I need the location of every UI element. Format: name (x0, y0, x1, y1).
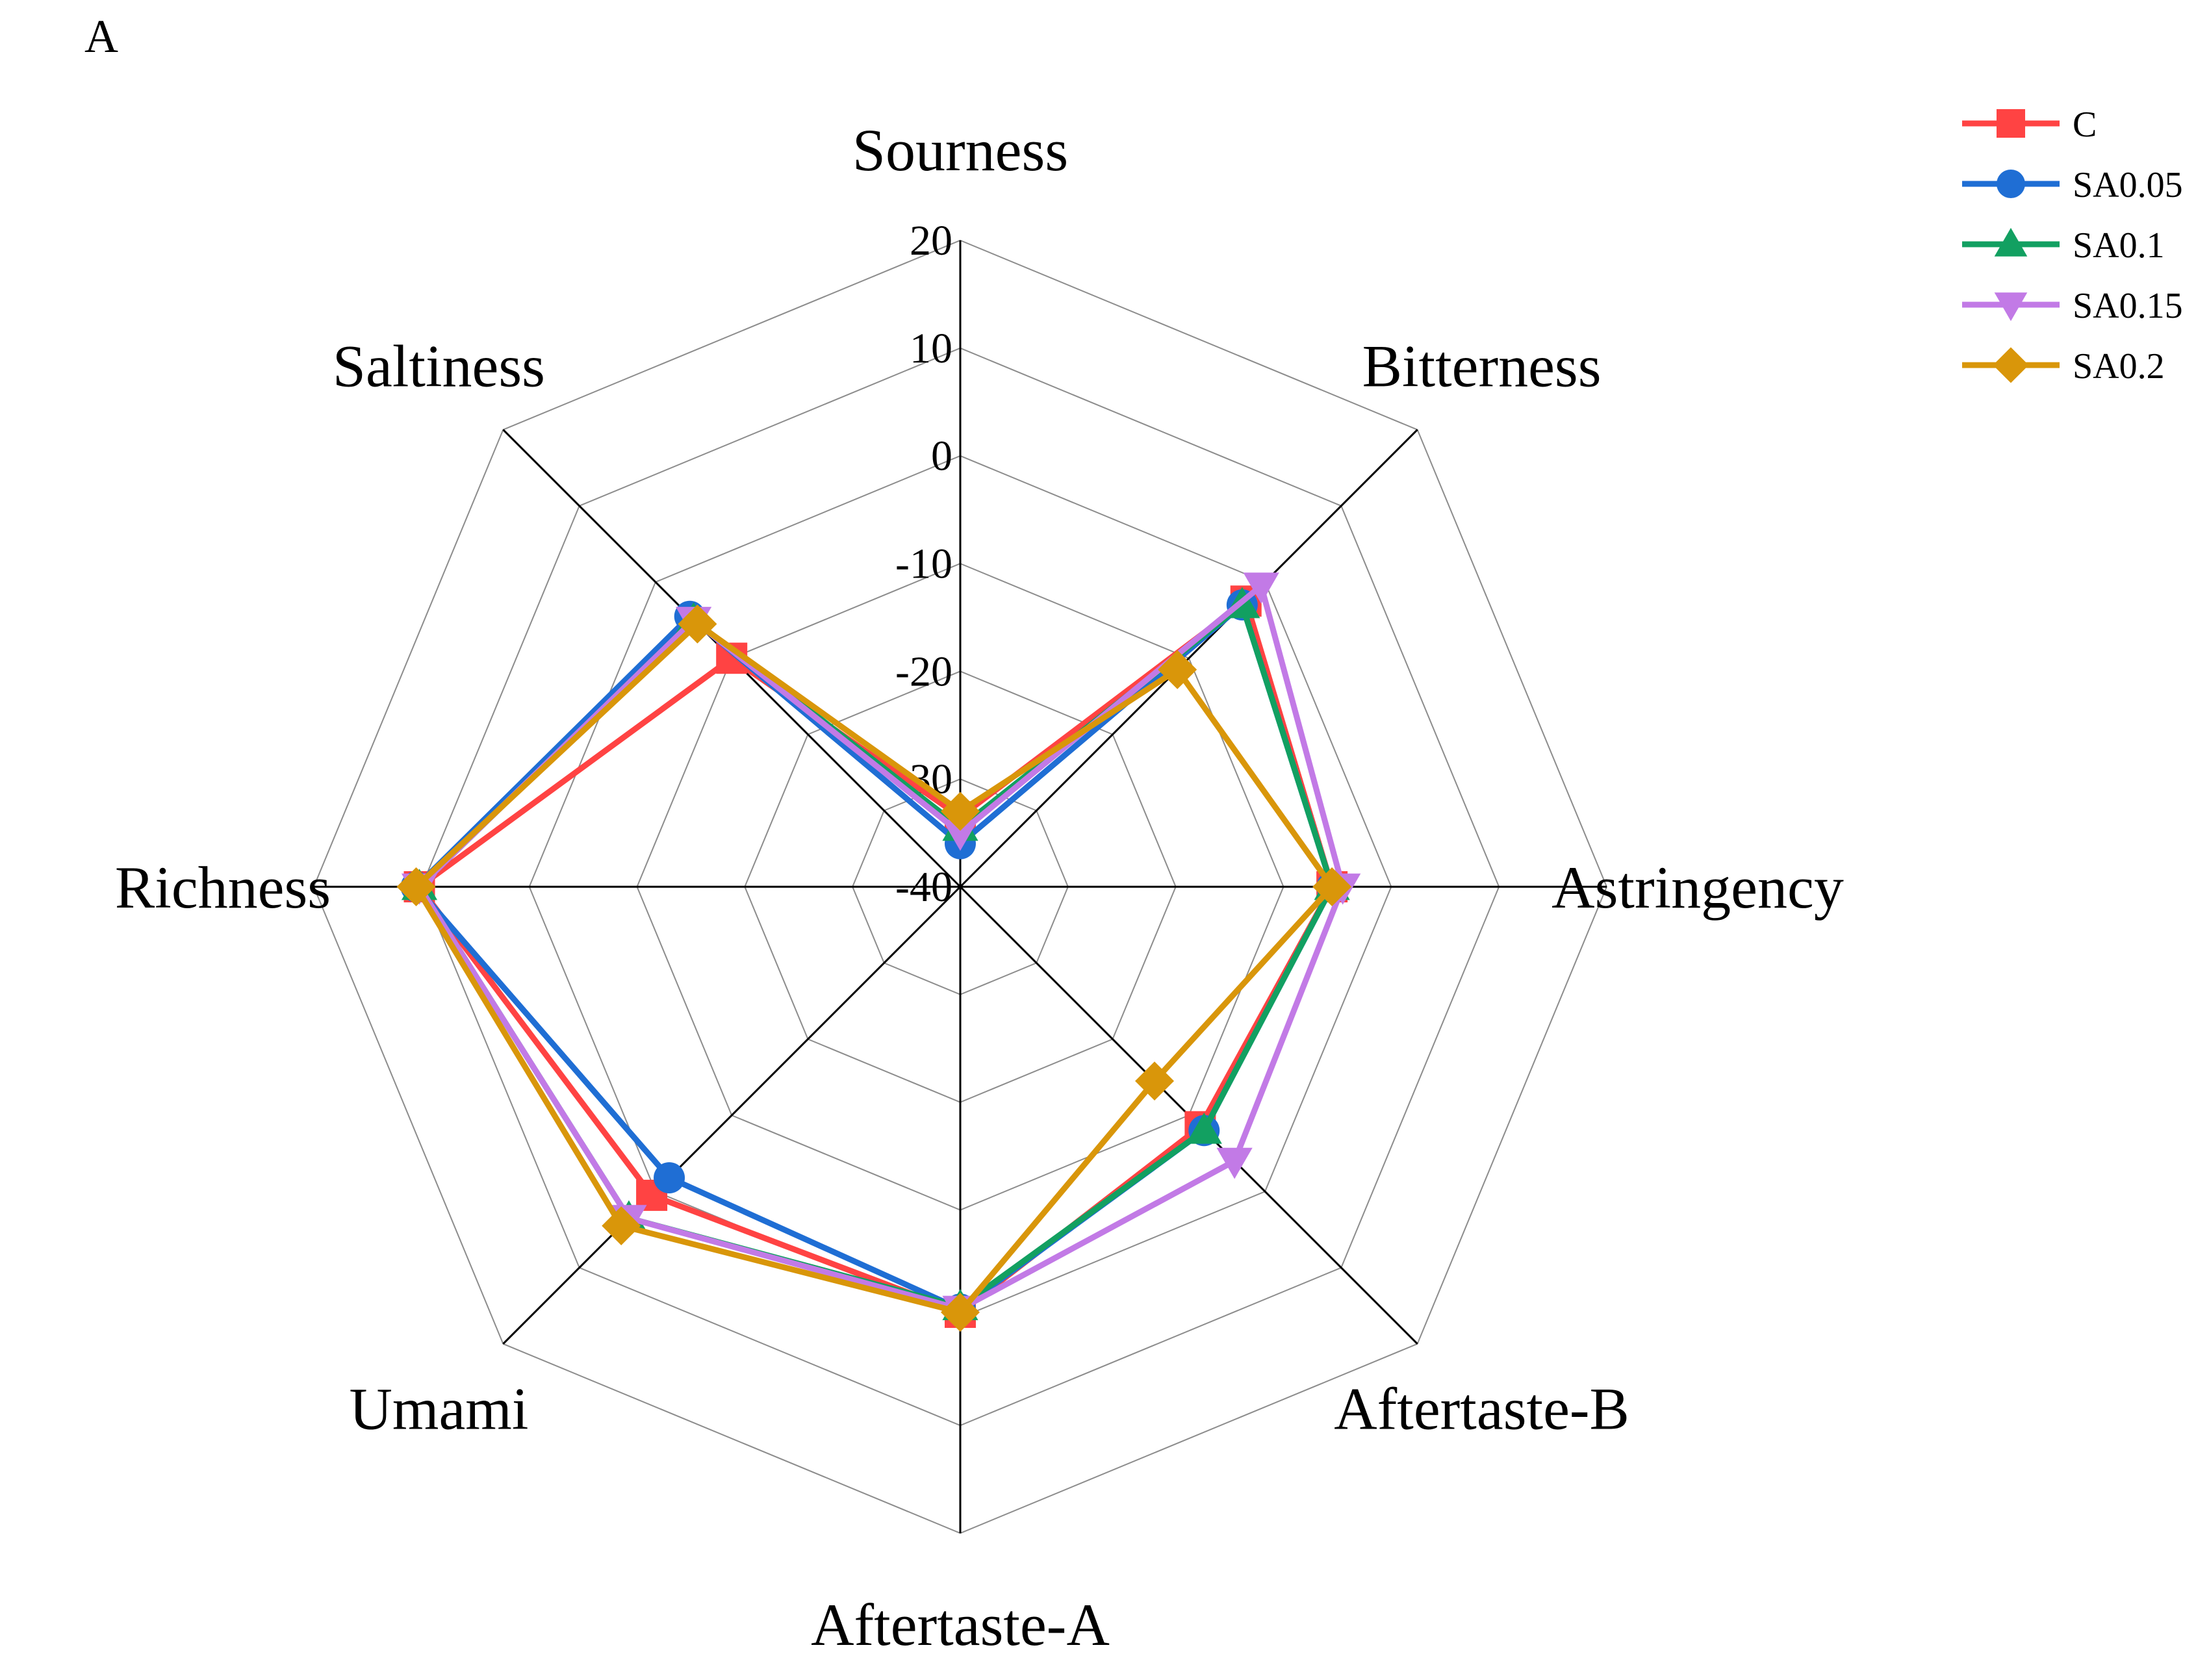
legend-label: SA0.05 (2073, 165, 2183, 205)
axis-labels: Sourness Bitterness Astringency Aftertaste-… (115, 117, 1844, 1658)
data-point-sa0-2-richness (396, 867, 436, 906)
series-line-sa0-05 (413, 602, 1335, 1312)
legend-item-sa0-2: SA0.2 (1962, 346, 2165, 387)
tick-label: 20 (910, 217, 952, 264)
axis-label-umami: Umami (349, 1376, 528, 1442)
spoke-bitterness (959, 429, 1418, 888)
legend-label: C (2073, 105, 2097, 145)
data-point-sa0-2-aftertaste-a (941, 1293, 980, 1332)
data-point-sa0-15-sourness (942, 819, 978, 851)
data-point-sa0-2-sourness (941, 791, 980, 831)
tick-label: -10 (895, 541, 952, 588)
legend-item-sa0-05: SA0.05 (1962, 165, 2183, 205)
axis-label-bitterness: Bitterness (1362, 333, 1602, 399)
series-layer (396, 572, 1361, 1332)
legend-marker (1997, 170, 2025, 198)
series-line-sa0-2 (413, 620, 1335, 1316)
legend-label: SA0.1 (2073, 225, 2165, 266)
legend-marker (1994, 227, 2028, 257)
data-point-sa0-2-bitterness (1158, 650, 1197, 689)
tick-label: 0 (931, 433, 952, 480)
series-sa0-15 (401, 572, 1361, 1327)
tick-label: -20 (895, 648, 952, 695)
legend-label: SA0.2 (2073, 346, 2165, 387)
panel-label: A (84, 10, 118, 62)
tick-label: 10 (910, 325, 952, 372)
legend-marker (1994, 292, 2028, 322)
data-point-sa0-1-aftertaste-b (1186, 1112, 1222, 1144)
tick-label: -40 (895, 863, 952, 911)
legend-item-c: C (1962, 105, 2097, 145)
series-line-c (416, 598, 1335, 1316)
data-point-sa0-2-saltiness (678, 604, 717, 644)
axis-label-astringency: Astringency (1551, 854, 1844, 921)
series-sa0-1 (401, 587, 1350, 1321)
data-point-sa0-15-aftertaste-b (1216, 1147, 1253, 1179)
legend: C SA0.05 SA0.1 SA0.15 SA0.2 (1962, 105, 2183, 387)
data-point-sa0-15-bitterness (1243, 572, 1279, 604)
legend-label: SA0.15 (2073, 286, 2183, 326)
axis-label-aftertaste-a: Aftertaste-A (811, 1592, 1110, 1658)
data-point-sa0-2-umami (602, 1206, 641, 1245)
axis-label-aftertaste-b: Aftertaste-B (1334, 1376, 1629, 1442)
axis-label-richness: Richness (115, 854, 331, 921)
data-point-sa0-2-aftertaste-b (1135, 1062, 1175, 1101)
axis-label-sourness: Sourness (852, 117, 1068, 183)
series-sa0-2 (396, 604, 1352, 1332)
data-point-sa0-05-umami (654, 1162, 685, 1193)
spoke-umami (502, 885, 962, 1345)
series-line-sa0-1 (416, 602, 1335, 1310)
legend-item-sa0-1: SA0.1 (1962, 225, 2165, 266)
axis-label-saltiness: Saltiness (333, 333, 545, 399)
data-point-sa0-2-astringency (1312, 867, 1352, 906)
legend-item-sa0-15: SA0.15 (1962, 286, 2183, 326)
legend-marker (1997, 109, 2025, 138)
legend-marker (1993, 347, 2029, 383)
radar-spokes (314, 240, 1607, 1533)
